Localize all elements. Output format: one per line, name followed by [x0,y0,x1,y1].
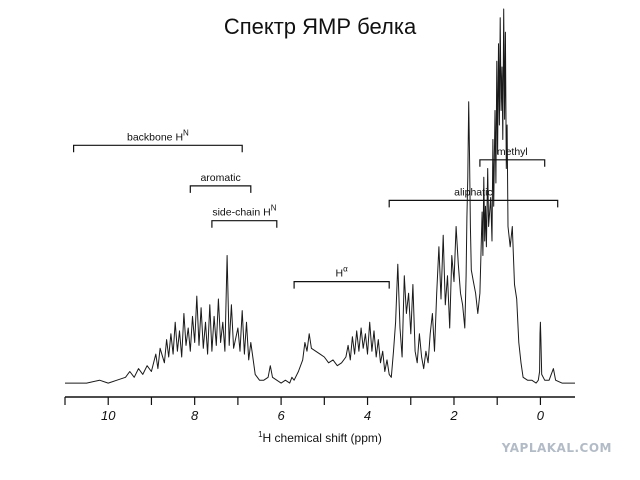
x-tick-label: 8 [191,408,199,423]
x-axis-label: 1H chemical shift (ppm) [258,430,382,445]
bracket-line [293,281,390,289]
region-label: backbone HN [127,128,189,143]
annotations: backbone HN aromatic side-chain HN Hα alipha… [73,128,559,289]
region-bracket: side-chain HN [211,204,278,228]
region-bracket: aliphatic [388,186,559,208]
watermark: YAPLAKAL.COM [501,441,612,455]
x-axis: 10 8 6 4 2 0 [64,396,575,423]
x-tick-label: 0 [537,408,545,423]
x-tick-label: 6 [277,408,285,423]
region-label: side-chain HN [212,204,276,219]
bracket-line [211,220,278,228]
region-bracket: backbone HN [73,128,243,153]
bracket-line [189,185,252,193]
bracket-line [73,144,243,153]
region-bracket: aromatic [189,172,252,193]
page-title: Спектр ЯМР белка [223,14,417,39]
bracket-line [479,159,546,167]
spectrum-series [65,8,575,384]
spectrum-line [65,8,575,384]
x-tick-label: 2 [449,408,458,423]
region-label: methyl [497,146,528,158]
region-label: Hα [335,265,348,280]
x-tick-label: 10 [101,408,116,423]
x-axis-label-superscript: 1 [258,430,263,439]
bracket-line [388,199,559,208]
x-axis-label-text: H chemical shift (ppm) [263,431,382,445]
region-label: aliphatic [454,186,493,198]
region-bracket: Hα [293,265,390,289]
region-label: aromatic [200,172,240,184]
region-bracket: methyl [479,146,546,167]
x-tick-label: 4 [364,408,371,423]
